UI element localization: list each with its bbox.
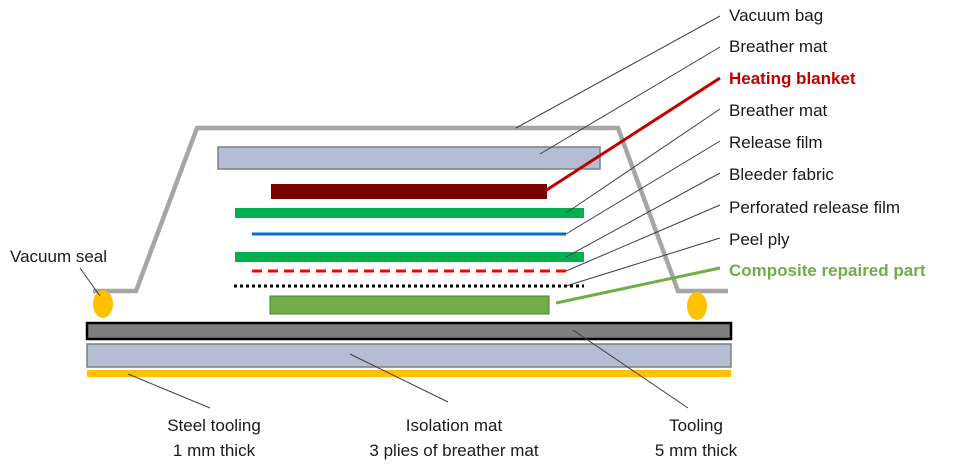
label-perforated-release-film: Perforated release film	[729, 198, 900, 217]
label-composite-repaired-part: Composite repaired part	[729, 261, 926, 280]
leader-release-film	[565, 140, 721, 235]
isolation-mat-layer	[86, 343, 732, 368]
composite-repaired-part-layer	[269, 295, 550, 315]
breather-mat-top-layer	[217, 146, 601, 170]
leader-steel-tooling	[127, 373, 211, 409]
heating-blanket-layer	[271, 184, 547, 199]
leader-peel-ply	[565, 237, 721, 287]
bleeder-fabric-layer	[235, 252, 584, 262]
label-vacuum-bag: Vacuum bag	[729, 6, 823, 25]
label-release-film: Release film	[729, 133, 823, 152]
leader-breather-mat	[565, 108, 721, 214]
label-breather-mat-top: Breather mat	[729, 37, 828, 56]
tooling-plate	[85, 321, 733, 341]
label-steel-tooling-line1: Steel tooling	[167, 416, 261, 435]
label-bleeder-fabric: Bleeder fabric	[729, 165, 834, 184]
vacuum-seal-left	[93, 290, 113, 318]
label-breather-mat: Breather mat	[729, 101, 828, 120]
label-tooling-line2: 5 mm thick	[655, 441, 738, 460]
leader-breather-mat-top	[539, 46, 721, 155]
label-isolation-mat-line1: Isolation mat	[406, 416, 503, 435]
breather-mat-layer	[235, 208, 584, 218]
leader-composite-repaired-part	[555, 266, 721, 305]
leader-tooling	[572, 329, 689, 409]
leader-heating-blanket	[544, 76, 721, 193]
vacuum-seal-right	[687, 292, 707, 320]
leader-bleeder-fabric	[565, 172, 721, 258]
label-steel-tooling-line2: 1 mm thick	[173, 441, 256, 460]
steel-tooling-layer	[87, 370, 731, 377]
leader-vacuum-seal	[79, 267, 101, 297]
label-heating-blanket: Heating blanket	[729, 69, 856, 88]
label-tooling-line1: Tooling	[669, 416, 723, 435]
vacuum-bag	[93, 125, 728, 294]
leader-vacuum-bag	[515, 15, 721, 129]
label-vacuum-seal: Vacuum seal	[10, 247, 107, 266]
leader-isolation-mat	[349, 353, 449, 403]
label-peel-ply: Peel ply	[729, 230, 790, 249]
leader-perforated-release-film	[565, 204, 721, 272]
label-isolation-mat-line2: 3 plies of breather mat	[369, 441, 538, 460]
